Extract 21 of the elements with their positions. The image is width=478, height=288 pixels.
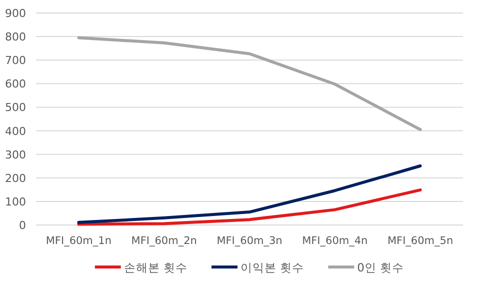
line-series (77, 36, 422, 132)
x-tick-label: MFI_60m_2n (131, 235, 197, 247)
x-tick-label: MFI_60m_5n (387, 235, 454, 247)
legend-label: 0인 횟수 (357, 260, 404, 274)
y-tick-label: 400 (5, 124, 26, 138)
line-series (77, 164, 422, 224)
y-tick-label: 0 (19, 219, 26, 232)
x-tick-label: MFI_60m_4n (302, 235, 368, 247)
y-tick-label: 500 (5, 101, 26, 114)
y-tick-label: 200 (5, 172, 26, 185)
y-tick-label: 800 (5, 30, 26, 44)
y-tick-label: 900 (5, 7, 26, 20)
y-tick-label: 700 (5, 54, 26, 68)
x-tick-label: MFI_60m_1n (46, 235, 112, 247)
x-tick-label: MFI_60m_3n (216, 235, 282, 247)
y-tick-label: 100 (5, 195, 26, 208)
y-tick-label: 300 (5, 148, 26, 162)
legend-label: 손해본 횟수 (124, 260, 188, 274)
legend-label: 이익본 횟수 (240, 260, 304, 274)
line-series (77, 188, 422, 226)
y-tick-label: 600 (5, 78, 26, 91)
